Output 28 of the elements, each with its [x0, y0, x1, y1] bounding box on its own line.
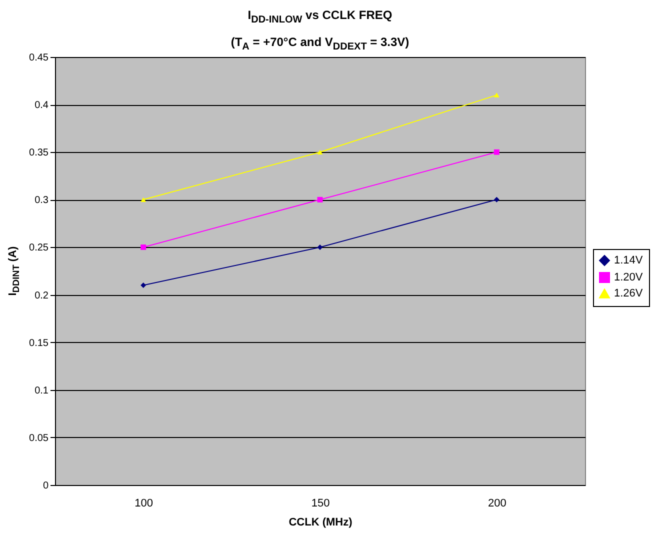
y-tick-label: 0.2	[34, 290, 49, 302]
point	[317, 244, 323, 250]
y-tick-label: 0.25	[29, 242, 49, 254]
legend-label: 1.26V	[614, 288, 644, 300]
point	[140, 282, 146, 288]
y-tick-label: 0.4	[34, 100, 49, 112]
x-tick-label: 100	[134, 498, 154, 510]
chart-subtitle: (T$_{A}$ = +70°C and V$_{DDEXT}$ = 3.3V)	[230, 34, 410, 55]
y-tick-label: 0.45	[29, 52, 49, 64]
legend-label: 1.14V	[614, 254, 644, 266]
point	[494, 92, 500, 98]
x-tick-label: 200	[488, 498, 506, 510]
y-tick-label: 0.35	[29, 148, 49, 159]
point	[140, 197, 146, 202]
point	[140, 244, 146, 250]
legend-label: 1.20V	[614, 272, 644, 284]
y-tick-label: 0.05	[29, 432, 49, 444]
y-tick-label: 0.15	[29, 338, 49, 349]
y-tick-label: 0	[42, 480, 49, 492]
point	[317, 150, 323, 154]
x-axis-title: CCLK (MHz)	[288, 516, 353, 528]
chart-title: I$_{DD-INLOW}$ vs CCLK FREQ	[246, 7, 394, 28]
point	[494, 149, 500, 155]
point	[317, 196, 323, 202]
y-tick-label: 0.1	[34, 385, 49, 396]
y-tick-label: 0.3	[34, 195, 49, 206]
point	[494, 196, 500, 202]
x-tick-label: 150	[311, 498, 330, 510]
